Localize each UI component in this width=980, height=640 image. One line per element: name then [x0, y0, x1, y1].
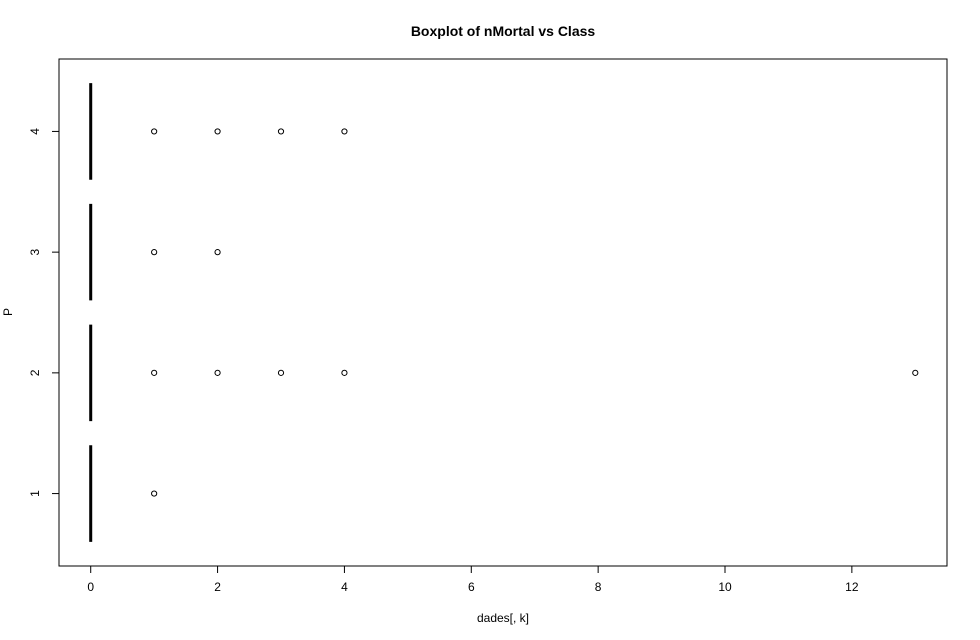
outlier-point — [214, 249, 221, 256]
outlier-point — [912, 369, 919, 376]
outlier-point — [277, 369, 285, 376]
x-tick-label: 0 — [87, 580, 94, 594]
x-axis-label: dades[, k] — [477, 611, 529, 625]
chart-title: Boxplot of nMortal vs Class — [411, 23, 596, 39]
x-tick-label: 6 — [468, 580, 475, 594]
y-axis-label: P — [1, 308, 15, 316]
x-tick-label: 12 — [845, 580, 859, 594]
y-tick-label: 4 — [28, 128, 42, 135]
y-tick-label: 2 — [28, 369, 42, 376]
outliers — [151, 128, 919, 497]
outlier-point — [151, 249, 158, 256]
outlier-point — [151, 128, 158, 135]
outlier-point — [341, 369, 348, 376]
y-axis: 1 2 3 4 — [28, 128, 60, 497]
x-tick-label: 8 — [595, 580, 602, 594]
outlier-point — [277, 128, 285, 135]
outlier-point — [214, 128, 221, 135]
x-tick-label: 2 — [214, 580, 221, 594]
y-tick-label: 1 — [28, 490, 42, 497]
plot-frame — [58, 58, 948, 567]
y-tick-label: 3 — [28, 248, 42, 255]
x-axis: 0 2 4 6 8 10 12 — [87, 565, 859, 594]
x-tick-label: 4 — [341, 580, 348, 594]
outlier-point — [151, 369, 158, 376]
outlier-point — [214, 369, 221, 376]
outlier-point — [341, 128, 348, 135]
outlier-point — [151, 490, 158, 497]
x-tick-label: 10 — [718, 580, 732, 594]
